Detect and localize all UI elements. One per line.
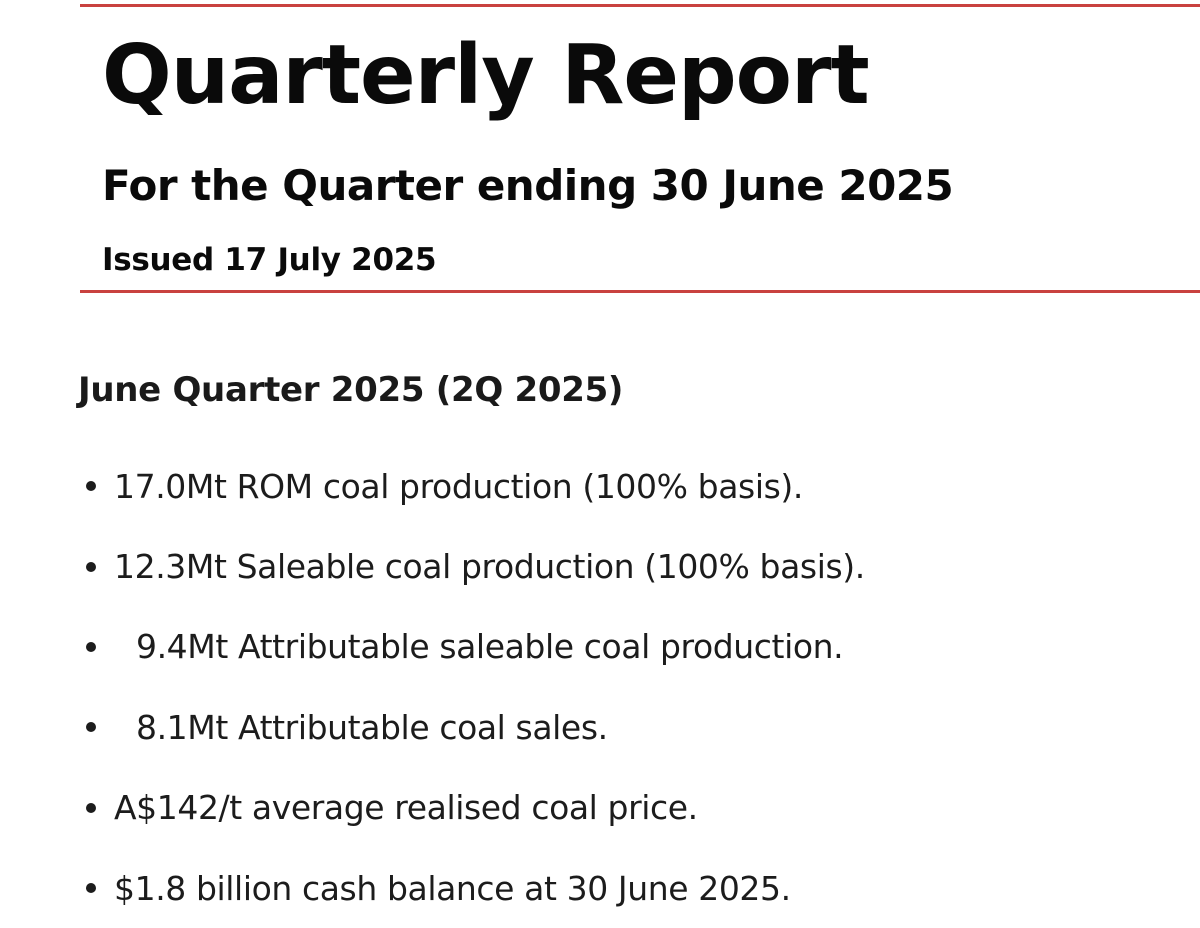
issued-date: Issued 17 July 2025	[102, 242, 437, 278]
list-item-text: 9.4Mt Attributable saleable coal product…	[136, 627, 844, 667]
header-divider	[80, 290, 1200, 293]
highlights-list: 17.0Mt ROM coal production (100% basis).…	[80, 446, 865, 928]
bullet-icon	[86, 722, 96, 733]
list-item-text: $1.8 billion cash balance at 30 June 202…	[114, 868, 791, 908]
report-subtitle: For the Quarter ending 30 June 2025	[102, 161, 954, 210]
list-item: 12.3Mt Saleable coal production (100% ba…	[80, 526, 865, 606]
section-heading: June Quarter 2025 (2Q 2025)	[78, 370, 624, 410]
bullet-icon	[86, 883, 96, 894]
bullet-icon	[86, 561, 96, 572]
list-item: A$142/t average realised coal price.	[80, 768, 865, 848]
bullet-icon	[86, 641, 96, 652]
report-title: Quarterly Report	[102, 28, 870, 123]
list-item: $1.8 billion cash balance at 30 June 202…	[80, 848, 865, 928]
bullet-icon	[86, 481, 96, 492]
list-item-text: A$142/t average realised coal price.	[114, 788, 698, 828]
list-item: 17.0Mt ROM coal production (100% basis).	[80, 446, 865, 526]
list-item-text: 17.0Mt ROM coal production (100% basis).	[114, 466, 803, 506]
bullet-icon	[86, 802, 96, 813]
top-divider	[80, 4, 1200, 7]
list-item: 9.4Mt Attributable saleable coal product…	[80, 607, 865, 687]
list-item: 8.1Mt Attributable coal sales.	[80, 687, 865, 767]
list-item-text: 12.3Mt Saleable coal production (100% ba…	[114, 547, 865, 587]
list-item-text: 8.1Mt Attributable coal sales.	[136, 707, 608, 747]
